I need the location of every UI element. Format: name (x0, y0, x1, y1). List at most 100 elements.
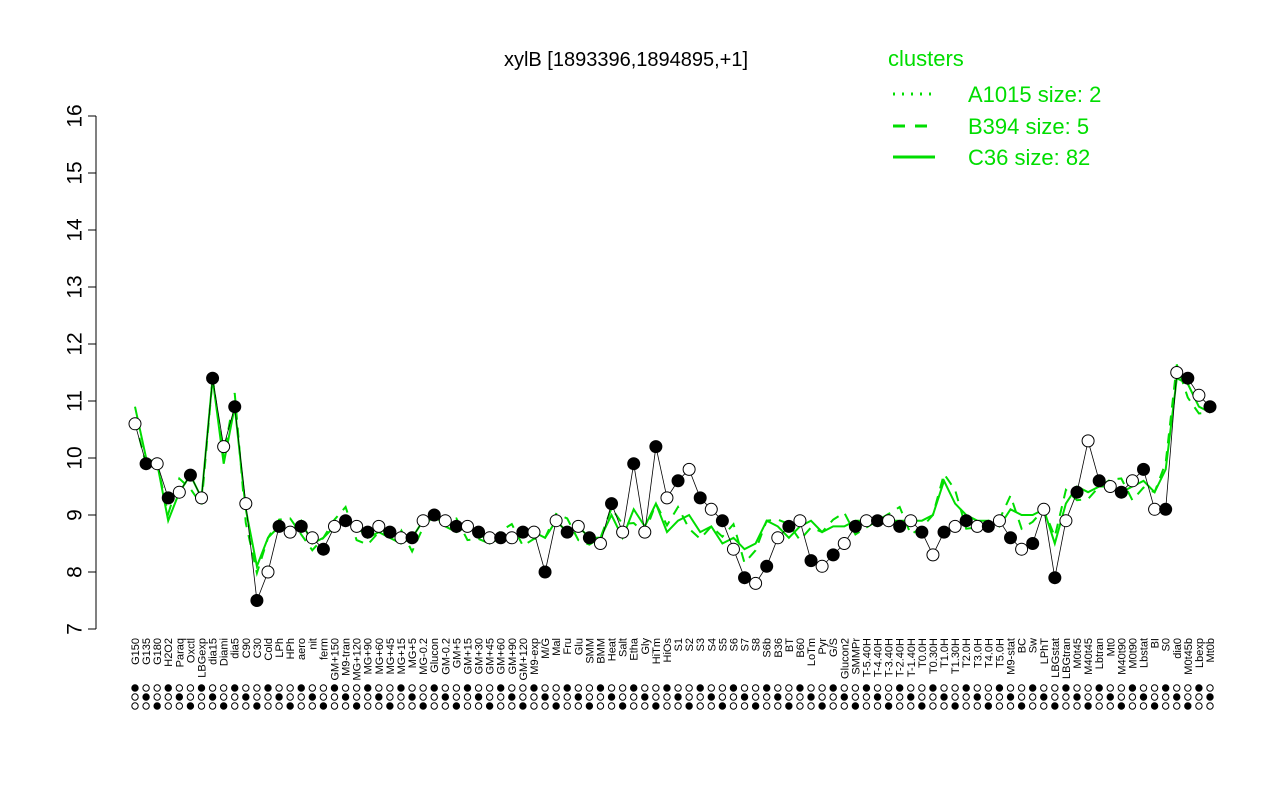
x-marker (142, 693, 150, 701)
x-marker (397, 693, 405, 701)
data-point (893, 519, 907, 533)
x-tick-label: SMMPr (850, 638, 862, 675)
x-tick-label: Glucon (429, 638, 441, 673)
x-marker (729, 702, 738, 710)
x-marker (242, 684, 250, 692)
x-tick-label: dia15 (208, 638, 220, 665)
x-marker (541, 684, 549, 692)
x-marker (253, 693, 261, 701)
x-marker (1028, 684, 1037, 692)
data-point (959, 514, 973, 528)
x-marker (641, 702, 649, 710)
x-tick-label: GM+45 (485, 638, 497, 674)
x-tick-label: M0t90 (1127, 638, 1139, 669)
x-tick-label: Glucon2 (839, 638, 851, 679)
x-marker (541, 702, 549, 710)
x-marker (685, 693, 693, 701)
x-marker (630, 684, 638, 692)
x-marker (231, 684, 239, 692)
x-tick-label: S4 (706, 638, 718, 651)
x-tick-label: Mt0b (1205, 638, 1217, 662)
data-points (128, 366, 1217, 607)
x-marker (275, 693, 283, 701)
x-marker (519, 702, 527, 710)
x-marker (131, 702, 139, 710)
x-marker (319, 684, 328, 692)
x-marker (674, 702, 682, 710)
x-marker (408, 684, 416, 692)
data-point (394, 531, 408, 545)
x-marker (962, 684, 970, 692)
x-marker (840, 684, 848, 692)
x-marker (375, 702, 383, 710)
x-marker (641, 684, 649, 692)
x-marker (341, 684, 350, 692)
x-marker (231, 702, 239, 710)
x-marker (419, 684, 427, 692)
x-marker (264, 684, 272, 692)
x-marker (297, 684, 305, 692)
data-point (228, 400, 242, 414)
x-tick-label: Mt0 (1105, 638, 1117, 656)
x-marker (763, 702, 771, 710)
data-point (627, 457, 641, 471)
legend-title: clusters (888, 46, 964, 71)
x-marker (585, 684, 594, 692)
x-marker (895, 693, 904, 701)
x-tick-label: G135 (141, 638, 153, 665)
data-point (660, 491, 674, 505)
x-marker (186, 693, 195, 701)
x-tick-label: S6b (762, 638, 774, 658)
x-tick-label: Lbexp (1194, 638, 1206, 668)
data-point (416, 514, 430, 528)
data-point (361, 525, 375, 539)
x-marker (940, 693, 948, 701)
x-tick-label: T1.0H (939, 638, 951, 668)
x-tick-label: M/G (540, 638, 552, 659)
data-point (671, 474, 685, 488)
x-marker (264, 693, 272, 701)
x-marker (641, 693, 649, 701)
x-marker (807, 702, 815, 710)
x-tick-label: S7 (740, 638, 752, 651)
x-marker (884, 693, 893, 701)
legend-label-c36: C36 size: 82 (968, 145, 1090, 170)
x-marker (397, 684, 405, 692)
x-marker (1062, 693, 1070, 701)
x-tick-label: nit (307, 638, 319, 650)
x-tick-label: MG-0.2 (418, 638, 430, 675)
x-marker (386, 684, 394, 692)
x-marker (751, 684, 760, 692)
x-marker (219, 693, 228, 701)
data-point (327, 519, 341, 533)
data-point (826, 548, 840, 562)
x-marker (1173, 702, 1181, 710)
data-point (505, 531, 519, 545)
x-marker (740, 684, 749, 692)
x-marker (1062, 702, 1070, 710)
data-point (882, 514, 896, 528)
data-point (283, 525, 297, 539)
x-marker (197, 684, 206, 692)
data-point (1181, 371, 1195, 385)
x-marker (153, 684, 161, 692)
x-marker (364, 684, 372, 692)
x-marker (973, 702, 981, 710)
data-point (472, 525, 486, 539)
data-point (339, 514, 353, 528)
x-tick-label: MG+120 (352, 638, 364, 681)
data-point (726, 542, 740, 556)
x-marker (1084, 702, 1092, 710)
x-marker (984, 702, 993, 710)
x-marker (918, 684, 926, 692)
x-marker (1073, 693, 1081, 701)
data-point (616, 525, 630, 539)
data-point (593, 537, 607, 550)
x-tick-label: GM+60 (496, 638, 508, 674)
x-marker (308, 702, 317, 710)
data-point (582, 531, 596, 545)
x-tick-label: BI (1150, 638, 1162, 648)
data-point (172, 485, 186, 499)
data-point (538, 565, 552, 579)
x-tick-label: Glu (573, 638, 585, 655)
